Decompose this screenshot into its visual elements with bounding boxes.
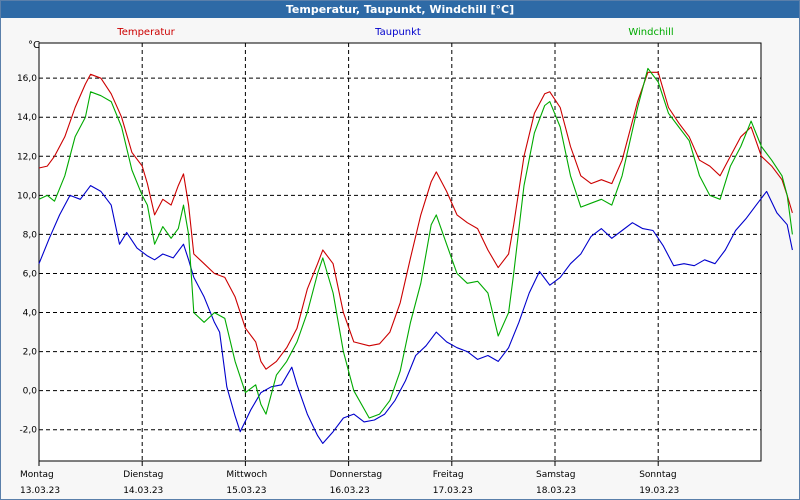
x-tick-date: 14.03.23	[123, 486, 163, 496]
x-tick-day: Samstag	[536, 470, 575, 480]
legend-entry-temperatur: Temperatur	[116, 27, 175, 38]
y-axis-unit: °C	[28, 40, 40, 51]
x-tick-date: 18.03.23	[536, 486, 576, 496]
y-tick-label: 6,0	[23, 269, 38, 279]
x-tick-day: Sonntag	[639, 470, 676, 480]
plot-area	[38, 42, 762, 462]
x-tick-day: Mittwoch	[226, 470, 267, 480]
y-tick-label: 16,0	[17, 74, 37, 84]
x-tick-date: 19.03.23	[639, 486, 679, 496]
x-tick-day: Donnerstag	[330, 470, 383, 480]
y-tick-label: 14,0	[17, 113, 37, 123]
y-tick-label: 8,0	[23, 230, 38, 240]
y-tick-labels: -2,0 0,0 2,0 4,0 6,0 8,0 10,0 12,0 14,0 16,0	[17, 74, 37, 436]
y-tick-label: 0,0	[23, 387, 38, 397]
x-tick-day: Montag	[20, 470, 54, 480]
y-tick-label: 10,0	[17, 191, 37, 201]
x-tick-date: 13.03.23	[20, 486, 60, 496]
x-tick-date: 16.03.23	[330, 486, 370, 496]
x-tick-day: Freitag	[433, 470, 464, 480]
series-line-temperatur	[38, 71, 793, 370]
y-tick-label: 4,0	[23, 309, 38, 319]
x-tick-date: 17.03.23	[433, 486, 473, 496]
series-lines	[38, 67, 793, 444]
y-tick-label: -2,0	[19, 426, 37, 436]
legend-entry-taupunkt: Taupunkt	[374, 27, 421, 38]
legend-entry-windchill: Windchill	[628, 27, 673, 38]
series-line-taupunkt	[38, 185, 793, 444]
legend: Temperatur Taupunkt Windchill	[116, 27, 673, 38]
y-tick-label: 12,0	[17, 152, 37, 162]
y-tick-label: 2,0	[23, 348, 38, 358]
series-line-windchill	[38, 67, 793, 419]
chart-title: Temperatur, Taupunkt, Windchill [°C]	[1, 1, 799, 18]
x-tick-date: 15.03.23	[226, 486, 266, 496]
x-tick-labels: Montag 13.03.23 Dienstag 14.03.23 Mittwoch 15…	[20, 470, 679, 496]
x-tick-day: Dienstag	[123, 470, 163, 480]
